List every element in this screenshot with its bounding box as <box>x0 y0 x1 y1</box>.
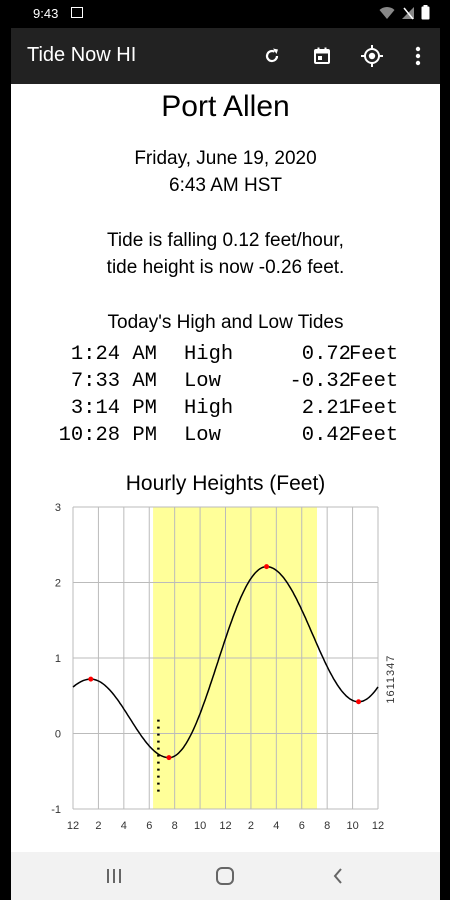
x-tick-label: 6 <box>299 820 305 832</box>
tide-row: 10:28 PM Low 0.42 Feet <box>47 424 407 451</box>
refresh-icon[interactable] <box>259 43 285 69</box>
tide-time: 7:33 AM <box>70 370 157 393</box>
x-tick-label: 10 <box>346 820 358 832</box>
location-target-icon[interactable] <box>359 43 385 69</box>
tide-height: 0.42 <box>301 424 351 447</box>
recent-apps-icon[interactable] <box>99 864 129 888</box>
x-tick-label: 4 <box>121 820 127 832</box>
tide-time: 3:14 PM <box>70 397 157 420</box>
extrema-point <box>356 699 362 705</box>
station-id-label: 1611347 <box>385 655 397 704</box>
x-tick-label: 10 <box>194 820 206 832</box>
more-options-icon[interactable] <box>405 43 431 69</box>
tide-unit: Feet <box>349 397 399 420</box>
location-name: Port Allen <box>161 90 290 123</box>
x-tick-label: 4 <box>273 820 279 832</box>
tide-height-text: tide height is now -0.26 feet. <box>106 257 345 278</box>
tide-row: 1:24 AM High 0.72 Feet <box>47 343 407 370</box>
tide-table: 1:24 AM High 0.72 Feet 7:33 AM Low -0.32… <box>47 343 407 451</box>
system-nav-bar <box>11 852 440 900</box>
tide-time: 1:24 AM <box>70 343 157 366</box>
chart-title: Hourly Heights (Feet) <box>125 472 326 495</box>
status-time: 9:43 <box>33 6 59 21</box>
wifi-icon <box>379 6 395 19</box>
tide-type: Low <box>184 424 221 447</box>
x-tick-label: 2 <box>248 820 254 832</box>
x-tick-label: 8 <box>172 820 178 832</box>
tide-row: 7:33 AM Low -0.32 Feet <box>47 370 407 397</box>
tide-curve <box>72 565 379 759</box>
status-bar: 9:43 <box>11 0 440 28</box>
x-tick-label: 12 <box>67 820 79 832</box>
app-bar: Tide Now HI <box>11 28 440 84</box>
x-tick-label: 8 <box>324 820 330 832</box>
signal-icon <box>402 6 414 19</box>
y-tick-label: -1 <box>51 804 61 816</box>
x-tick-label: 12 <box>219 820 231 832</box>
tide-height: -0.32 <box>289 370 351 393</box>
tide-type: High <box>184 343 234 366</box>
y-tick-label: 0 <box>55 729 61 741</box>
calendar-icon[interactable] <box>309 43 335 69</box>
tide-type: High <box>184 397 234 420</box>
tide-unit: Feet <box>349 370 399 393</box>
tide-rate-text: Tide is falling 0.12 feet/hour, <box>107 230 344 251</box>
current-date: Friday, June 19, 2020 <box>134 148 317 169</box>
y-tick-label: 3 <box>55 502 61 514</box>
battery-icon <box>421 5 430 20</box>
status-icons <box>379 5 430 20</box>
tide-unit: Feet <box>349 343 399 366</box>
screen: 9:43 Tide Now HI Port Allen Friday, June… <box>11 0 440 900</box>
home-icon[interactable] <box>210 864 240 888</box>
extrema-point <box>88 676 94 682</box>
tide-type: Low <box>184 370 221 393</box>
tide-height: 0.72 <box>301 343 351 366</box>
x-tick-label: 6 <box>146 820 152 832</box>
y-tick-label: 1 <box>55 653 61 665</box>
back-icon[interactable] <box>323 864 353 888</box>
tide-row: 3:14 PM High 2.21 Feet <box>47 397 407 424</box>
app-title: Tide Now HI <box>27 44 137 66</box>
image-notification-icon <box>71 7 83 18</box>
tide-time: 10:28 PM <box>58 424 157 447</box>
x-tick-label: 2 <box>95 820 101 832</box>
tide-table-title: Today's High and Low Tides <box>107 312 344 333</box>
current-time: 6:43 AM HST <box>169 175 282 196</box>
extrema-point <box>166 755 172 761</box>
tide-height: 2.21 <box>301 397 351 420</box>
extrema-point <box>264 564 270 570</box>
tide-unit: Feet <box>349 424 399 447</box>
x-tick-label: 12 <box>372 820 384 832</box>
y-tick-label: 2 <box>55 578 61 590</box>
